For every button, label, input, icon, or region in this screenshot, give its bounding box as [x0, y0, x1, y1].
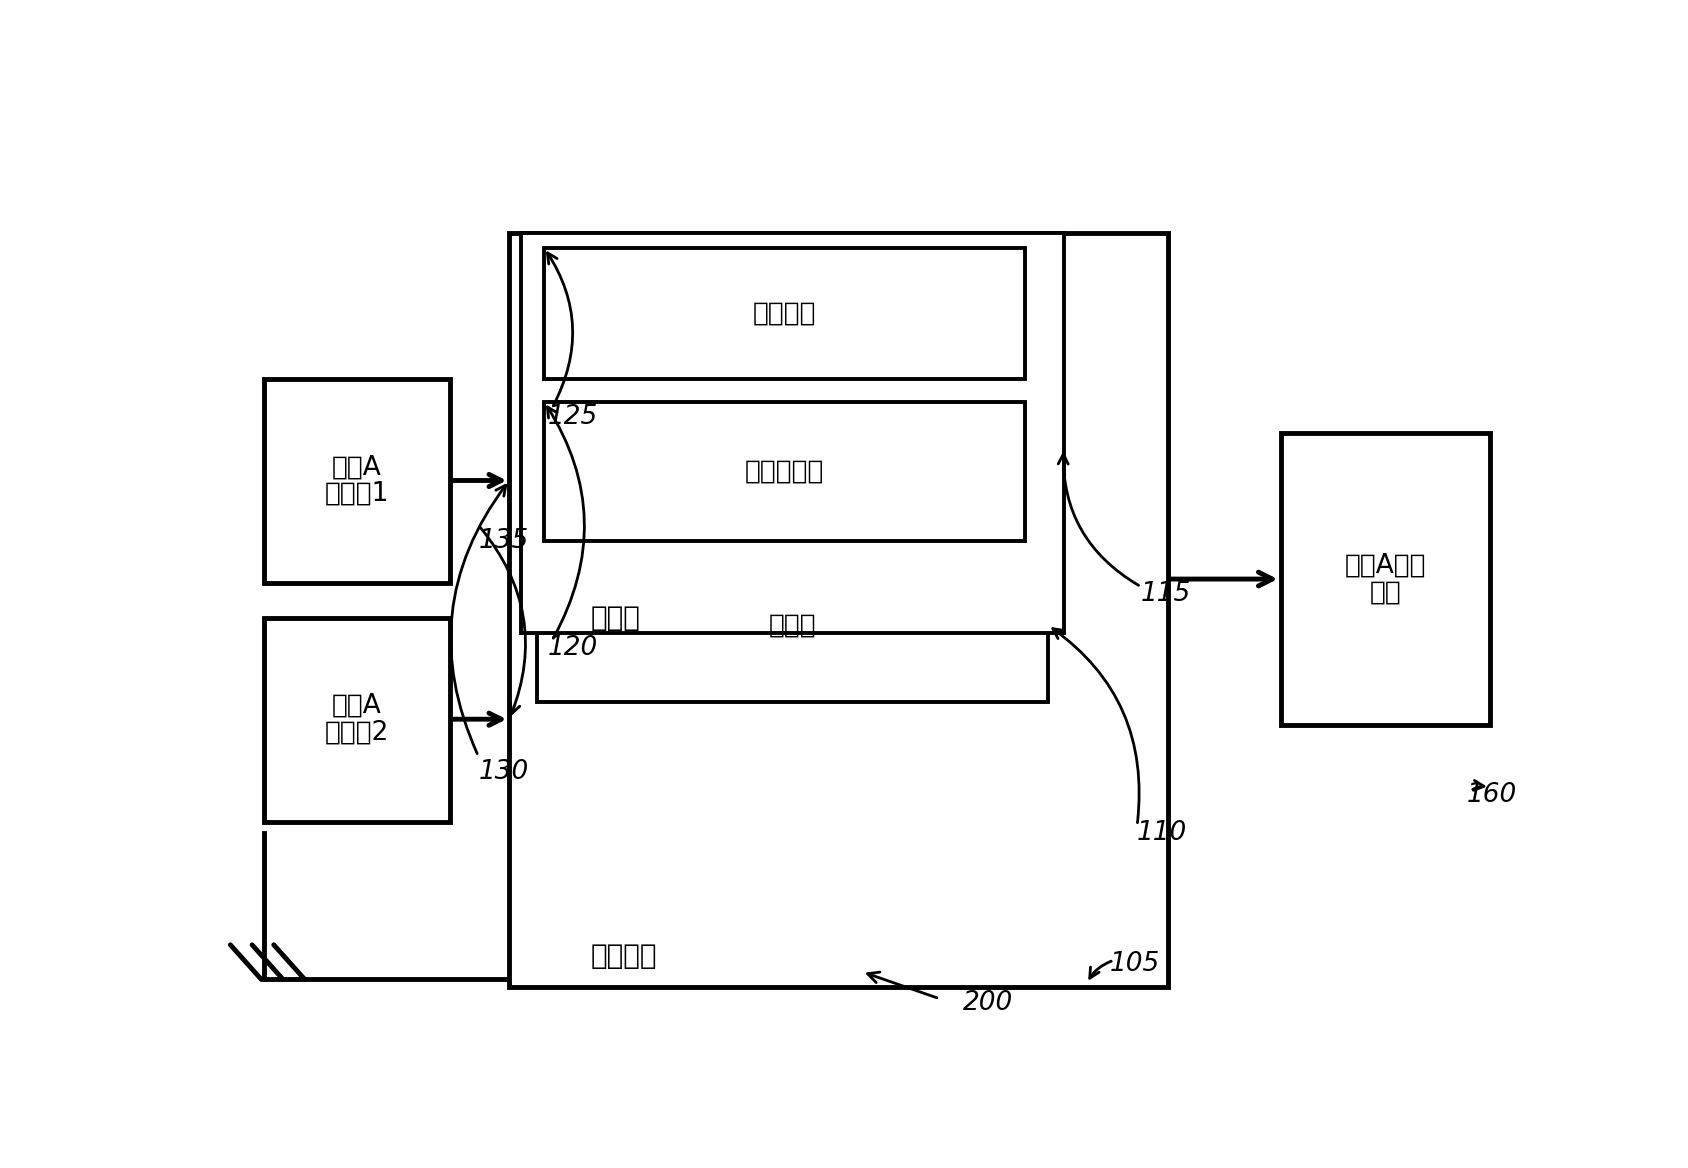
Bar	[263, 618, 449, 821]
Text: 105: 105	[1111, 951, 1160, 978]
Text: 115: 115	[1141, 582, 1192, 607]
Bar	[510, 232, 1168, 987]
Text: 200: 200	[962, 989, 1013, 1015]
Text: 相位A: 相位A	[333, 693, 381, 719]
Bar	[263, 378, 449, 583]
Text: 125: 125	[549, 404, 598, 430]
Text: 135: 135	[478, 528, 528, 554]
Bar	[522, 232, 1063, 633]
Bar	[1281, 433, 1491, 725]
Text: 分压器1: 分压器1	[324, 481, 388, 507]
Text: 电压比较器: 电压比较器	[744, 458, 824, 485]
Text: 处理器: 处理器	[768, 612, 815, 638]
Bar	[537, 548, 1048, 702]
Bar	[544, 402, 1025, 541]
Text: 110: 110	[1138, 820, 1187, 846]
Bar	[544, 248, 1025, 378]
Text: 开关控制: 开关控制	[753, 300, 817, 326]
Text: 存储器: 存储器	[591, 604, 641, 632]
Text: 相位A: 相位A	[333, 454, 381, 480]
Text: 分压器2: 分压器2	[324, 719, 388, 745]
Text: 160: 160	[1467, 781, 1518, 807]
Text: 控制电路: 控制电路	[591, 943, 657, 971]
Text: 装置: 装置	[1369, 579, 1401, 605]
Text: 相位A开关: 相位A开关	[1344, 552, 1426, 579]
Text: 120: 120	[549, 635, 598, 661]
Text: 130: 130	[478, 758, 528, 785]
